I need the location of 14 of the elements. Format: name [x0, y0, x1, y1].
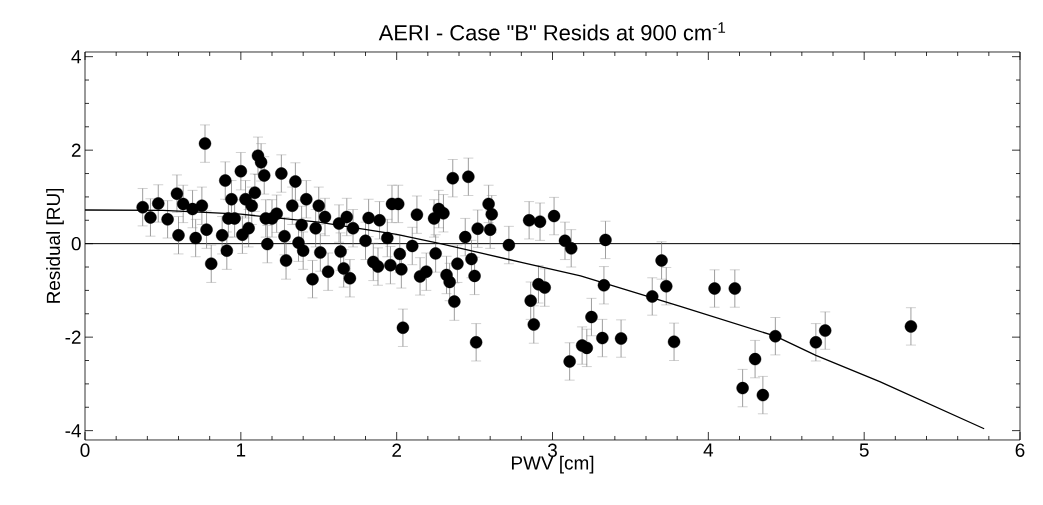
y-tick-label: 0 [71, 236, 81, 251]
y-axis-title: Residual [RU] [46, 189, 64, 303]
x-tick-label: 1 [237, 443, 246, 457]
x-tick-label: 6 [1015, 443, 1025, 457]
x-tick-label: 3 [547, 443, 557, 457]
x-tick-label: 2 [392, 443, 401, 457]
y-tick-label: 2 [71, 143, 81, 157]
x-tick-label: 5 [859, 443, 869, 457]
y-tick-label: -2 [65, 330, 81, 344]
x-tick-label: 4 [703, 443, 714, 457]
y-tick-label: 4 [71, 50, 81, 64]
x-tick-label: 0 [80, 443, 90, 457]
chart-title: AERI - Case "B" Resids at 900 cm$^{-1}$ [378, 22, 726, 41]
y-tick-label: -4 [65, 424, 81, 438]
